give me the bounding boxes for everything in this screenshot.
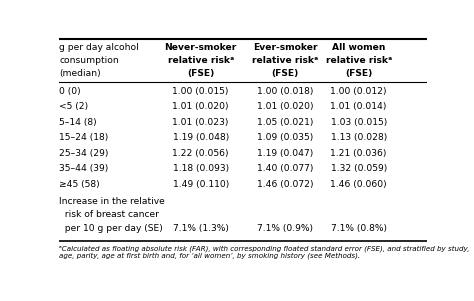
- Text: 1.01 (0.020): 1.01 (0.020): [173, 102, 229, 111]
- Text: 1.13 (0.028): 1.13 (0.028): [330, 133, 387, 142]
- Text: 5–14 (8): 5–14 (8): [59, 118, 97, 127]
- Text: 1.05 (0.021): 1.05 (0.021): [257, 118, 313, 127]
- Text: Increase in the relative: Increase in the relative: [59, 197, 165, 206]
- Text: 1.01 (0.014): 1.01 (0.014): [330, 102, 387, 111]
- Text: 1.09 (0.035): 1.09 (0.035): [257, 133, 313, 142]
- Text: 7.1% (0.9%): 7.1% (0.9%): [257, 224, 313, 233]
- Text: (FSE): (FSE): [345, 70, 372, 79]
- Text: 35–44 (39): 35–44 (39): [59, 164, 109, 173]
- Text: 0 (0): 0 (0): [59, 87, 81, 96]
- Text: 1.03 (0.015): 1.03 (0.015): [330, 118, 387, 127]
- Text: 25–34 (29): 25–34 (29): [59, 149, 109, 158]
- Text: Never-smoker: Never-smoker: [164, 43, 237, 52]
- Text: 1.19 (0.048): 1.19 (0.048): [173, 133, 229, 142]
- Text: 7.1% (0.8%): 7.1% (0.8%): [331, 224, 387, 233]
- Text: 1.18 (0.093): 1.18 (0.093): [173, 164, 229, 173]
- Text: relative riskᵃ: relative riskᵃ: [252, 56, 319, 65]
- Text: 1.00 (0.015): 1.00 (0.015): [173, 87, 229, 96]
- Text: All women: All women: [332, 43, 385, 52]
- Text: 1.01 (0.023): 1.01 (0.023): [173, 118, 229, 127]
- Text: 1.01 (0.020): 1.01 (0.020): [257, 102, 313, 111]
- Text: 1.19 (0.047): 1.19 (0.047): [257, 149, 313, 158]
- Text: 1.00 (0.012): 1.00 (0.012): [330, 87, 387, 96]
- Text: <5 (2): <5 (2): [59, 102, 88, 111]
- Text: 1.46 (0.072): 1.46 (0.072): [257, 180, 313, 189]
- Text: ᵃCalculated as floating absolute risk (FAR), with corresponding floated standard: ᵃCalculated as floating absolute risk (F…: [59, 245, 470, 259]
- Text: risk of breast cancer: risk of breast cancer: [59, 210, 159, 219]
- Text: 1.40 (0.077): 1.40 (0.077): [257, 164, 313, 173]
- Text: Ever-smoker: Ever-smoker: [253, 43, 318, 52]
- Text: 1.21 (0.036): 1.21 (0.036): [330, 149, 387, 158]
- Text: 1.00 (0.018): 1.00 (0.018): [257, 87, 313, 96]
- Text: (FSE): (FSE): [272, 70, 299, 79]
- Text: g per day alcohol: g per day alcohol: [59, 43, 139, 52]
- Text: 15–24 (18): 15–24 (18): [59, 133, 109, 142]
- Text: consumption: consumption: [59, 56, 119, 65]
- Text: relative riskᵃ: relative riskᵃ: [326, 56, 392, 65]
- Text: per 10 g per day (SE): per 10 g per day (SE): [59, 224, 163, 233]
- Text: 1.22 (0.056): 1.22 (0.056): [173, 149, 229, 158]
- Text: ≥45 (58): ≥45 (58): [59, 180, 100, 189]
- Text: 1.32 (0.059): 1.32 (0.059): [330, 164, 387, 173]
- Text: 1.49 (0.110): 1.49 (0.110): [173, 180, 229, 189]
- Text: relative riskᵃ: relative riskᵃ: [167, 56, 234, 65]
- Text: 7.1% (1.3%): 7.1% (1.3%): [173, 224, 228, 233]
- Text: (median): (median): [59, 70, 101, 79]
- Text: 1.46 (0.060): 1.46 (0.060): [330, 180, 387, 189]
- Text: (FSE): (FSE): [187, 70, 214, 79]
